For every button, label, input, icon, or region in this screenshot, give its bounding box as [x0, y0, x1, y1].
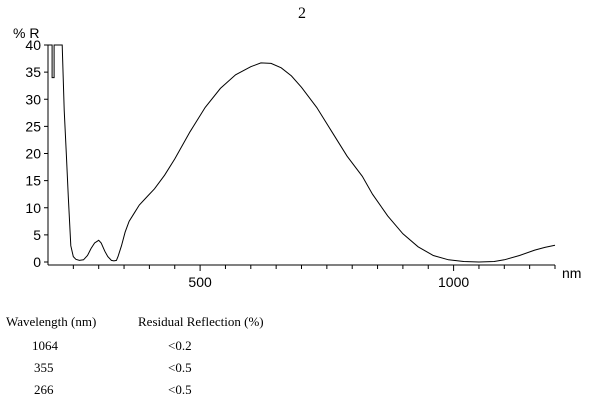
y-tick-label: 25: [25, 118, 41, 134]
x-ticks: 500 1000: [72, 265, 556, 290]
y-tick-label: 30: [25, 91, 41, 107]
x-tick-label: 500: [188, 274, 212, 290]
y-tick-label: 10: [25, 200, 41, 216]
table-row: 1064 <0.2: [0, 338, 330, 358]
table-cell-wavelength: 355: [34, 360, 54, 375]
chart-title: 2: [298, 5, 306, 22]
reflectance-chart: 2 % R nm 0 5 10 15 20 25 30 35 40 500 1000: [13, 5, 581, 290]
table-cell-reflection: <0.5: [168, 360, 192, 375]
table-header-residual-reflection: Residual Reflection (%): [138, 314, 264, 329]
y-axis-label: % R: [13, 25, 39, 41]
table-cell-reflection: <0.5: [168, 382, 192, 397]
axes: [47, 45, 555, 266]
series-group: [48, 44, 556, 263]
reflectance-curve: [48, 44, 556, 263]
y-tick-label: 0: [33, 254, 41, 270]
table-cell-reflection: <0.2: [168, 338, 192, 353]
table-header-wavelength: Wavelength (nm): [6, 314, 97, 329]
x-axis-label: nm: [562, 265, 581, 281]
x-tick-label: 1000: [438, 274, 469, 290]
y-tick-label: 20: [25, 146, 41, 162]
table-cell-wavelength: 266: [34, 382, 54, 397]
y-tick-label: 15: [25, 173, 41, 189]
y-tick-label: 35: [25, 64, 41, 80]
table-row: 355 <0.5: [0, 360, 330, 380]
table-row: 266 <0.5: [0, 382, 330, 402]
y-tick-label: 5: [33, 227, 41, 243]
table-cell-wavelength: 1064: [32, 338, 58, 353]
y-ticks: 0 5 10 15 20 25 30 35 40: [25, 37, 48, 270]
y-tick-label: 40: [25, 37, 41, 53]
